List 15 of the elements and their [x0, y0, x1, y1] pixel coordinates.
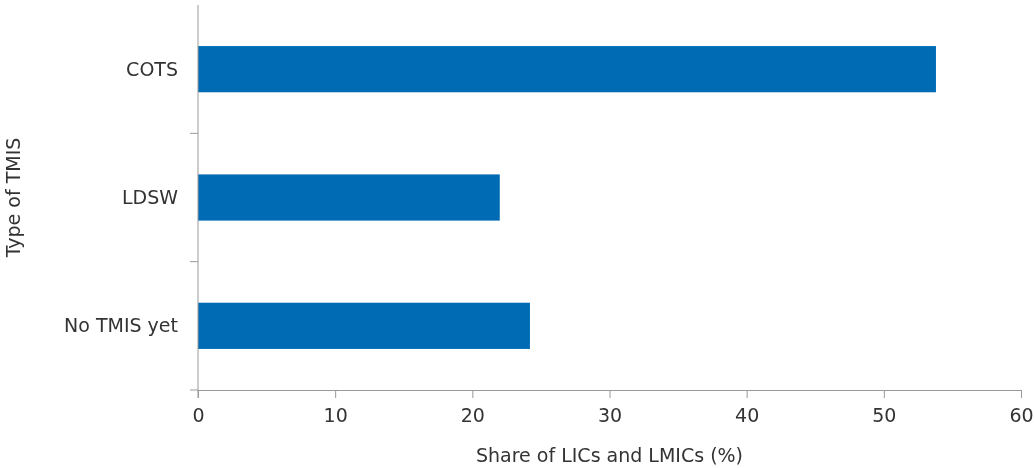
- x-tick-label: 30: [597, 403, 623, 426]
- x-axis-title: Share of LICs and LMICs (%): [475, 444, 744, 466]
- y-tick-label: COTS: [126, 57, 178, 80]
- x-tick-label: 20: [460, 403, 485, 426]
- bar: [198, 302, 530, 349]
- x-tick-label: 60: [1009, 403, 1034, 426]
- x-tick-label: 40: [735, 403, 760, 426]
- bar: [198, 174, 500, 221]
- x-tick-label: 50: [872, 403, 897, 426]
- x-tick-label: 10: [323, 403, 348, 426]
- y-tick-label: No TMIS yet: [64, 314, 178, 337]
- y-tick-label: LDSW: [121, 186, 179, 209]
- y-axis-title: Type of TMIS: [2, 137, 24, 259]
- bar: [198, 46, 936, 93]
- x-tick-label: 0: [192, 403, 205, 426]
